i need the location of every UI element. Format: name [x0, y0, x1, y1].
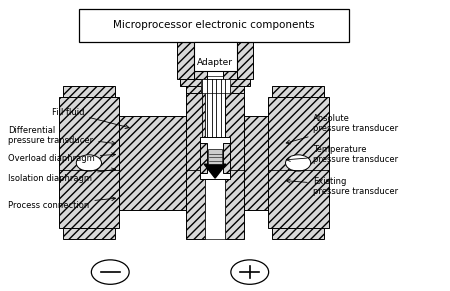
Bar [208, 150, 222, 164]
Text: Isolation diaphragm: Isolation diaphragm [8, 168, 116, 183]
Bar [272, 228, 324, 239]
Bar [223, 143, 230, 173]
Bar [223, 57, 237, 79]
Circle shape [285, 155, 310, 171]
Text: Existing
pressure transducer: Existing pressure transducer [286, 177, 398, 196]
Bar [237, 42, 253, 79]
Text: Process connection: Process connection [8, 197, 116, 210]
Bar [79, 9, 349, 42]
Bar [194, 57, 207, 79]
Bar [119, 116, 186, 210]
Bar [272, 86, 324, 97]
Bar [244, 116, 268, 210]
Bar [225, 76, 244, 239]
Polygon shape [204, 164, 226, 178]
Text: Fill fluid: Fill fluid [52, 108, 129, 129]
Bar [230, 79, 244, 93]
Bar [177, 42, 194, 79]
Bar [268, 97, 328, 228]
Text: Microprocessor electronic components: Microprocessor electronic components [113, 20, 315, 31]
Bar [63, 228, 115, 239]
Bar [186, 76, 205, 239]
Text: Temperature
pressure transducer: Temperature pressure transducer [286, 145, 398, 164]
Bar [58, 97, 119, 228]
Bar [180, 79, 250, 86]
Bar [205, 76, 225, 239]
Bar [186, 79, 201, 93]
Text: Differential
pressure transducer: Differential pressure transducer [8, 126, 116, 145]
Bar [200, 143, 207, 173]
Bar [63, 86, 115, 97]
Text: Absolute
pressure transducer: Absolute pressure transducer [286, 114, 398, 144]
Text: Overload diaphragm: Overload diaphragm [8, 153, 116, 163]
Circle shape [91, 260, 129, 284]
Text: Adapter: Adapter [197, 58, 233, 67]
Circle shape [76, 155, 101, 171]
Circle shape [231, 260, 269, 284]
Bar [194, 42, 237, 71]
Bar [201, 79, 230, 93]
Bar [200, 137, 230, 179]
